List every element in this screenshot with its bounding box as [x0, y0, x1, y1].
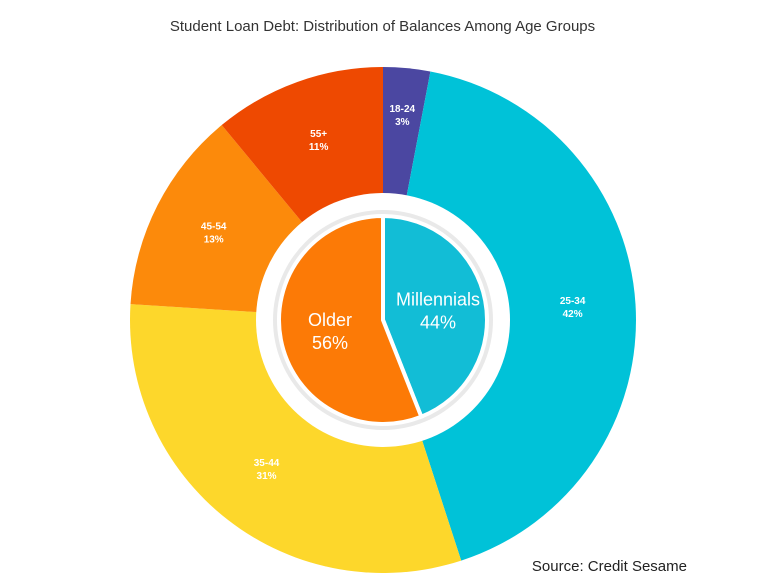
outer-slice-value: 3%	[395, 117, 410, 128]
outer-slice-value: 31%	[257, 471, 277, 482]
inner-slice-value: 44%	[420, 313, 456, 333]
outer-slice-label: 25-34	[560, 296, 586, 307]
inner-ring	[256, 193, 510, 447]
source-label: Source: Credit Sesame	[531, 558, 687, 575]
outer-slice-value: 13%	[204, 235, 224, 246]
inner-slice-millennials	[381, 213, 489, 420]
inner-slice-value: 56%	[312, 333, 348, 353]
outer-slice-label: 45-54	[201, 222, 227, 233]
inner-labels: Millennials 44% Older 56%	[308, 290, 480, 354]
outer-labels: 18-24 3% 25-34 42% 35-44 31% 45-54 13% 55+ 11%	[201, 104, 586, 482]
outer-slice-label: 18-24	[390, 104, 416, 115]
outer-slice-value: 42%	[563, 309, 583, 320]
chart-title: Student Loan Debt: Distribution of Balan…	[169, 18, 596, 35]
outer-slice-label: 55+	[310, 129, 327, 140]
inner-slice-label: Older	[308, 310, 352, 330]
inner-slice-older	[277, 213, 424, 426]
outer-slice-value: 11%	[309, 142, 329, 153]
inner-slice-label: Millennials	[396, 290, 480, 310]
outer-slice-label: 35-44	[254, 458, 280, 469]
